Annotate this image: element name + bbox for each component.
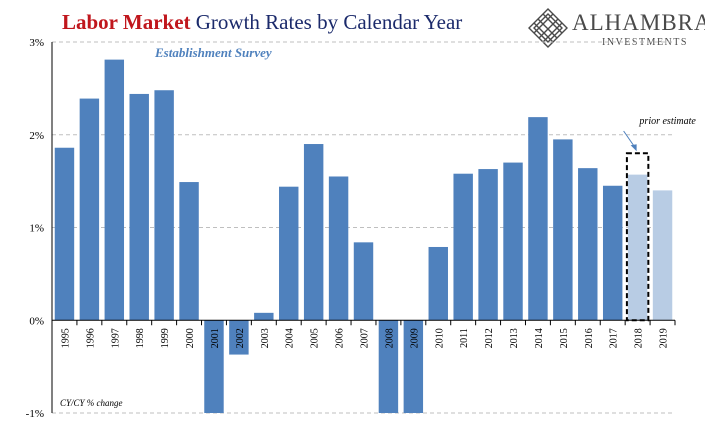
chart-note: CY/CY % change [60,398,123,408]
alhambra-logo: ALHAMBRA INVESTMENTS [528,8,705,50]
bar-2001 [204,320,224,413]
bar-2018 [627,174,648,321]
x-tick-label: 2005 [310,328,321,348]
x-tick-label: 2000 [185,328,196,348]
y-tick-label: 1% [29,223,44,235]
bar-2000 [179,182,199,321]
bar-2014 [528,117,548,321]
x-tick-label: 2010 [434,328,445,348]
x-tick-label: 2016 [584,328,595,348]
bar-2007 [353,242,374,321]
bar-2017 [602,185,623,321]
x-tick-label: 2002 [235,328,246,348]
bar-2005 [303,144,324,321]
y-tick-label: -1% [26,408,44,420]
x-tick-label: 2009 [409,328,420,348]
logo-name: ALHAMBRA [572,10,705,35]
prior-estimate-label: prior estimate [638,116,696,127]
bar-2008 [378,320,399,413]
x-tick-label: 2004 [285,328,296,348]
chart-title-emphasis: Labor Market [62,10,191,34]
x-tick-label: 2013 [509,328,520,348]
x-tick-label: 2019 [659,328,670,348]
bar-2011 [453,173,473,321]
x-tick-label: 2006 [335,328,346,348]
diamond-lattice-icon [528,8,568,48]
bar-1999 [154,90,174,321]
x-tick-label: 1995 [60,328,71,348]
bar-1997 [104,59,125,321]
x-tick-label: 2015 [559,328,570,348]
bar-1995 [54,147,75,321]
x-tick-label: 2018 [634,328,645,348]
logo-subtitle: INVESTMENTS [602,37,688,48]
x-tick-label: 1999 [160,328,171,348]
bar-2009 [403,320,424,413]
x-tick-label: 2012 [484,328,495,348]
chart-title-rest: Growth Rates by Calendar Year [190,10,463,34]
x-tick-label: 2007 [360,328,371,348]
prior-estimate-arrowhead [630,144,637,152]
x-tick-label: 2003 [260,328,271,348]
bar-2012 [478,169,498,321]
x-tick-label: 2017 [609,328,620,348]
y-tick-label: 3% [29,37,44,49]
bar-1998 [129,93,149,321]
bar-1996 [79,98,100,321]
bar-2013 [503,162,523,321]
bar-2015 [553,139,573,321]
x-tick-label: 2001 [210,328,221,348]
y-tick-label: 0% [29,315,44,327]
bar-2006 [328,176,349,321]
bar-2010 [428,246,448,321]
x-tick-label: 1998 [135,328,146,348]
prior-estimate-box [625,152,650,322]
x-tick-label: 1996 [85,328,96,348]
x-tick-label: 2014 [534,328,545,348]
y-tick-label: 2% [29,130,44,142]
x-tick-label: 1997 [110,328,121,348]
x-tick-label: 2011 [459,328,470,348]
bar-2004 [279,186,299,321]
x-tick-label: 2008 [384,328,395,348]
bar-2019 [652,190,673,321]
chart-subtitle: Establishment Survey [154,45,272,60]
bar-2016 [578,168,598,321]
bar-2003 [254,312,274,321]
chart-title: Labor Market Growth Rates by Calendar Ye… [62,10,462,35]
bar-2002 [229,320,249,355]
